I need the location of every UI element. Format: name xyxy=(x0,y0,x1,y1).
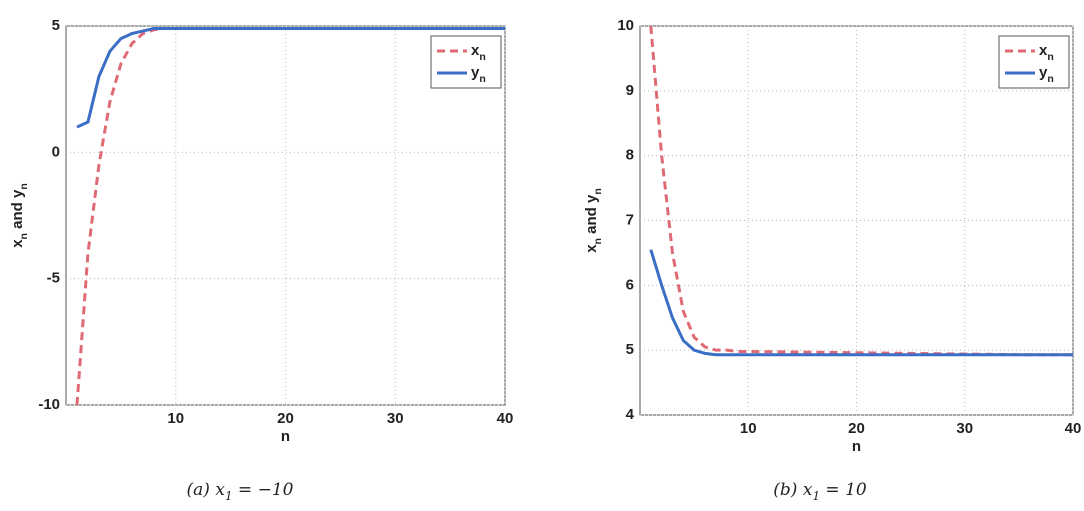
x-tick-label: 20 xyxy=(277,410,294,427)
legend-box xyxy=(431,36,501,88)
y-tick-label: 0 xyxy=(52,143,60,160)
y-tick-label: 8 xyxy=(626,147,634,164)
y-tick-label: 4 xyxy=(626,406,635,423)
figure: 10203040-10-505nxn and ynxnyn(a) x1 = −1… xyxy=(0,0,1084,511)
y-tick-label: 5 xyxy=(626,341,634,358)
x-tick-label: 10 xyxy=(167,410,184,427)
x-tick-label: 40 xyxy=(497,410,514,427)
x-tick-label: 20 xyxy=(848,420,865,437)
y-tick-label: 10 xyxy=(617,17,634,34)
x-axis-label: n xyxy=(852,438,861,455)
legend-box xyxy=(999,36,1069,88)
y-axis-label: xn and yn xyxy=(583,188,604,253)
y-tick-label: -10 xyxy=(38,396,60,413)
y-tick-label: 9 xyxy=(626,82,634,99)
caption: (b) x1 = 10 xyxy=(773,480,867,504)
x-axis-label: n xyxy=(281,428,290,445)
x-tick-label: 40 xyxy=(1065,420,1082,437)
series-line xyxy=(651,250,1073,355)
y-tick-label: 5 xyxy=(52,17,60,34)
caption: (a) x1 = −10 xyxy=(187,480,294,504)
y-tick-label: 7 xyxy=(626,211,634,228)
x-tick-label: 30 xyxy=(956,420,973,437)
y-tick-label: 6 xyxy=(626,276,634,293)
x-tick-label: 30 xyxy=(387,410,404,427)
y-axis-label: xn and yn xyxy=(9,183,30,248)
x-tick-label: 10 xyxy=(740,420,757,437)
y-tick-label: -5 xyxy=(47,270,60,287)
